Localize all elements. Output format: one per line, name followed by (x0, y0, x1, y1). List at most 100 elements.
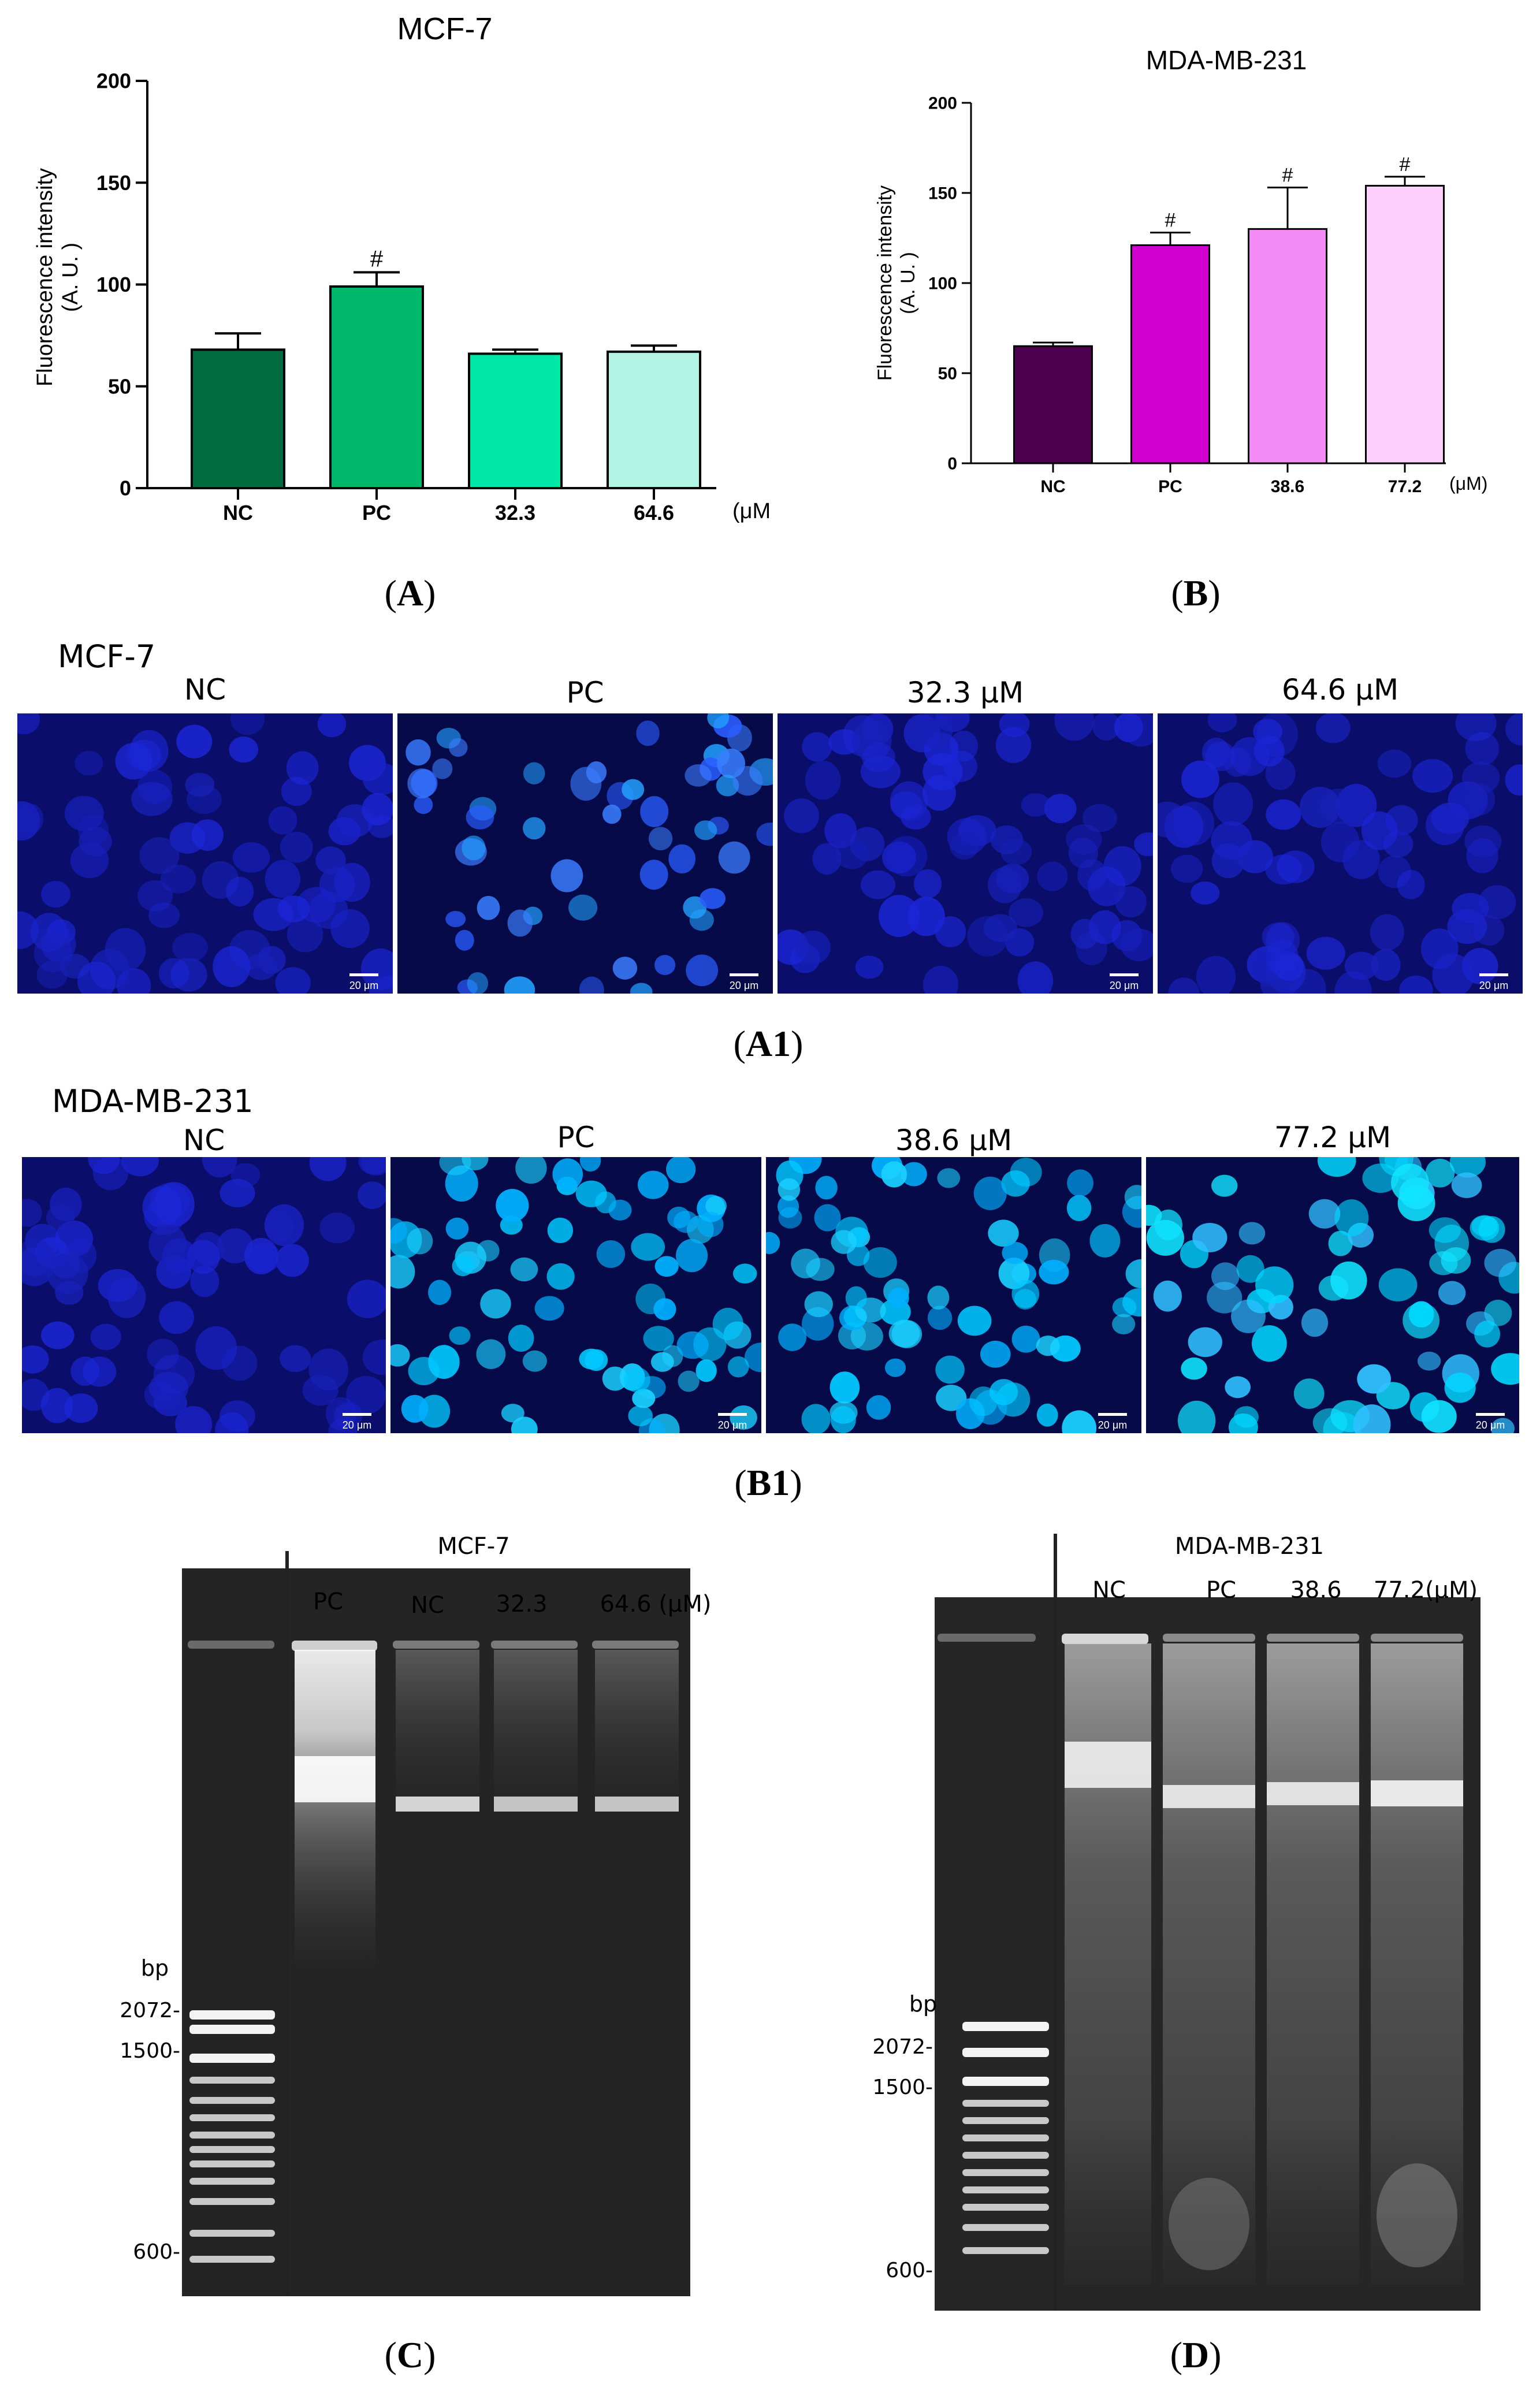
cell-nucleus (1196, 955, 1236, 994)
cell-nucleus (362, 793, 393, 826)
ladder-band (962, 2077, 1049, 2086)
cell-nucleus (1014, 1289, 1037, 1310)
cell-nucleus (602, 804, 622, 824)
cell-nucleus (824, 813, 857, 849)
cell-nucleus (1255, 1266, 1294, 1304)
micro-panel-image: 20 μm (778, 713, 1153, 994)
cell-nucleus (1236, 1255, 1264, 1283)
cell-nucleus (860, 870, 895, 899)
cell-nucleus (75, 750, 103, 776)
x-tick-label: PC (362, 501, 391, 525)
cell-nucleus (1491, 1353, 1519, 1385)
cell-nucleus (579, 1157, 601, 1172)
cell-nucleus (1451, 1172, 1482, 1198)
cell-nucleus (445, 910, 466, 928)
gel-d: MDA-MB-231 NC PC 38.6 77.2(μM) bp 2072- … (872, 1533, 1481, 2311)
cell-nucleus (1011, 1325, 1040, 1353)
cell-nucleus (1207, 1282, 1243, 1314)
cell-nucleus (281, 776, 312, 806)
cell-nucleus (264, 1210, 295, 1242)
cell-nucleus (328, 817, 361, 846)
cell-nucleus (428, 1280, 452, 1306)
ladder-band (962, 2152, 1049, 2159)
chart-b-ylabel-line2: (A. U. ) (897, 252, 919, 314)
cell-nucleus (730, 1405, 757, 1430)
cell-nucleus (835, 839, 869, 869)
cell-nucleus (973, 1176, 1007, 1210)
cell-nucleus (445, 1217, 469, 1240)
significance-mark: # (1165, 210, 1176, 232)
cell-nucleus (1425, 1158, 1455, 1188)
x-tick-label: NC (1040, 477, 1065, 496)
label-a: (A) (384, 572, 436, 613)
cell-nucleus (309, 1157, 347, 1181)
cell-nucleus (1192, 1222, 1227, 1252)
micro-panel-image: 20 μm (390, 1157, 761, 1433)
chart-b-title: MDA-MB-231 (1146, 45, 1307, 75)
cell-nucleus (784, 798, 819, 834)
cell-nucleus (927, 1285, 950, 1310)
chart-a: MCF-7 Fluorescence intensity (A. U. ) 0 5… (33, 12, 770, 525)
ladder-band (962, 2048, 1049, 2057)
micro-panel-image: 20 μm (1158, 713, 1523, 994)
cell-nucleus (732, 766, 763, 796)
chart-b-ylabel: Fluorescence intensity (A. U. ) (874, 185, 919, 381)
cell-nucleus (862, 743, 895, 772)
ladder-band (962, 2134, 1049, 2141)
bar-NC (191, 348, 285, 489)
ladder-band (189, 2256, 275, 2263)
gel-c-bp: bp (141, 1955, 169, 1981)
y-tick-label: 100 (928, 274, 957, 293)
scale-bar (718, 1413, 747, 1416)
cell-nucleus (628, 1405, 653, 1427)
cell-nucleus (1308, 1199, 1341, 1229)
x-tick-label: PC (1158, 477, 1182, 496)
cell-nucleus (1181, 1357, 1207, 1380)
cell-nucleus (1036, 1335, 1060, 1356)
cell-nucleus (957, 1306, 992, 1336)
label-c: (C) (384, 2334, 436, 2375)
ladder-band (189, 2077, 275, 2084)
cell-nucleus (1039, 1259, 1069, 1285)
cell-nucleus (414, 795, 433, 815)
cell-nucleus (845, 1286, 867, 1310)
cell-nucleus (778, 1178, 801, 1201)
scale-bar (343, 1413, 371, 1416)
gel-c-title: MCF-7 (437, 1533, 509, 1560)
scale-bar (1110, 973, 1139, 976)
gel-c-marker-2072: 2072- (120, 1999, 180, 2022)
y-tick-label: 150 (928, 184, 957, 203)
gel-c-lane-3: 32.3 (496, 1591, 547, 1617)
y-tick-label: 50 (938, 365, 957, 384)
cell-nucleus (756, 823, 773, 846)
significance-mark: # (1400, 154, 1411, 176)
micro-panel-title: NC (183, 1124, 225, 1157)
cell-nucleus (77, 814, 109, 846)
cell-nucleus (815, 1176, 838, 1200)
ladder-band (189, 2054, 275, 2063)
cell-nucleus (1092, 713, 1121, 741)
cell-nucleus (718, 841, 750, 874)
cell-nucleus (630, 983, 653, 994)
cell-nucleus (886, 836, 928, 877)
cell-nucleus (172, 933, 209, 962)
scale-bar-label: 20 μm (1476, 1419, 1505, 1431)
cell-nucleus (828, 729, 861, 755)
cell-nucleus (1447, 909, 1487, 944)
cell-nucleus (689, 909, 714, 931)
cell-nucleus (1399, 975, 1433, 994)
cell-nucleus (608, 1199, 632, 1221)
cell-nucleus (1134, 832, 1153, 857)
cell-nucleus (1188, 1327, 1222, 1358)
ladder-band (189, 2230, 275, 2237)
cell-nucleus (705, 1196, 727, 1216)
cell-nucleus (1017, 961, 1054, 994)
cell-nucleus (1070, 918, 1099, 949)
cell-nucleus (477, 895, 500, 920)
cell-nucleus (190, 1266, 220, 1297)
cell-nucleus (462, 835, 486, 861)
ladder-band (962, 2186, 1049, 2193)
cell-nucleus (1213, 782, 1253, 826)
cell-nucleus (1320, 821, 1360, 862)
micro-panel-image: 20 μm (22, 1157, 386, 1433)
